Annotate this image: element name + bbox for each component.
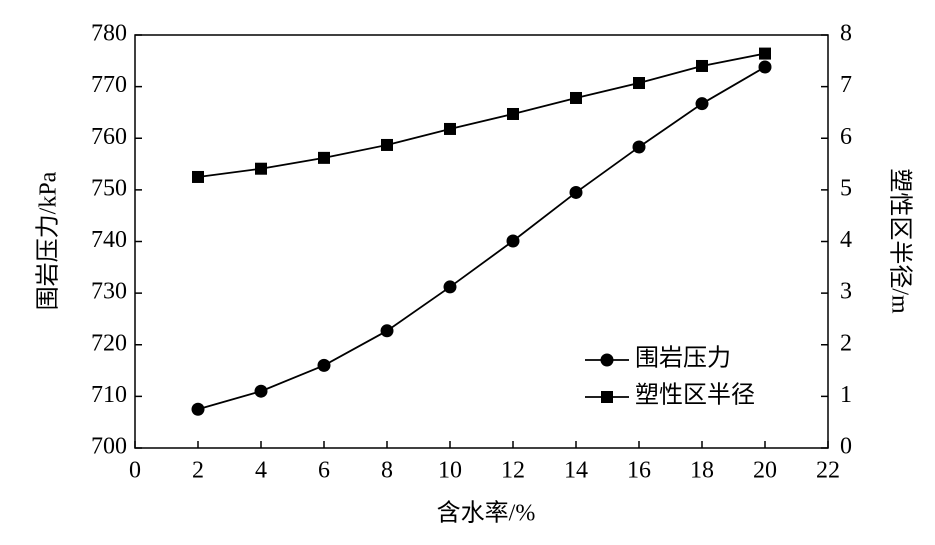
x-tick-label: 8: [381, 458, 393, 484]
legend-label: 围岩压力: [635, 345, 731, 372]
x-tick-label: 0: [129, 458, 141, 484]
y-tick-label: 730: [91, 279, 127, 305]
y2-tick-label: 6: [840, 124, 852, 150]
y-tick-label: 770: [91, 72, 127, 98]
marker: [443, 280, 457, 294]
marker: [381, 138, 393, 151]
x-axis-label: 含水率/%: [437, 500, 536, 527]
x-tick-label: 10: [438, 458, 462, 484]
y2-tick-label: 8: [840, 21, 852, 47]
marker: [758, 60, 772, 74]
y2-tick-label: 5: [840, 175, 852, 201]
y2-tick-label: 7: [840, 72, 852, 98]
legend-label: 塑性区半径: [635, 382, 755, 409]
x-tick-label: 12: [501, 458, 525, 484]
marker: [569, 185, 583, 199]
marker: [255, 162, 267, 175]
x-tick-label: 6: [318, 458, 330, 484]
y2-tick-label: 3: [840, 279, 852, 305]
y2-tick-label: 1: [840, 382, 852, 408]
marker: [570, 91, 582, 104]
marker: [444, 122, 456, 135]
marker: [192, 170, 204, 183]
x-tick-label: 22: [816, 458, 840, 484]
marker: [506, 234, 520, 248]
series-line: [197, 52, 766, 178]
marker: [318, 151, 330, 164]
y-tick-label: 750: [91, 175, 127, 201]
y-tick-label: 720: [91, 330, 127, 356]
y2-tick-label: 4: [840, 227, 852, 253]
x-tick-label: 2: [192, 458, 204, 484]
marker: [601, 391, 613, 403]
y-tick-label: 740: [91, 227, 127, 253]
y-axis-label: 围岩压力/kPa: [35, 171, 62, 310]
y-tick-label: 710: [91, 382, 127, 408]
y-tick-label: 700: [91, 434, 127, 460]
y-tick-label: 780: [91, 21, 127, 47]
marker: [191, 402, 205, 416]
marker: [507, 107, 519, 120]
marker: [633, 77, 645, 90]
marker: [696, 59, 708, 72]
y2-axis-label: 塑性区半径/m: [886, 168, 913, 314]
y-tick-label: 760: [91, 124, 127, 150]
series-line: [197, 66, 766, 411]
x-tick-label: 18: [690, 458, 714, 484]
marker: [317, 358, 331, 372]
x-tick-label: 16: [627, 458, 651, 484]
x-tick-label: 4: [255, 458, 267, 484]
y2-tick-label: 0: [840, 434, 852, 460]
marker: [254, 384, 268, 398]
marker: [695, 97, 709, 111]
marker: [759, 47, 771, 60]
y2-tick-label: 2: [840, 330, 852, 356]
marker: [380, 324, 394, 338]
marker: [600, 353, 614, 367]
x-tick-label: 14: [564, 458, 588, 484]
marker: [632, 140, 646, 154]
x-tick-label: 20: [753, 458, 777, 484]
